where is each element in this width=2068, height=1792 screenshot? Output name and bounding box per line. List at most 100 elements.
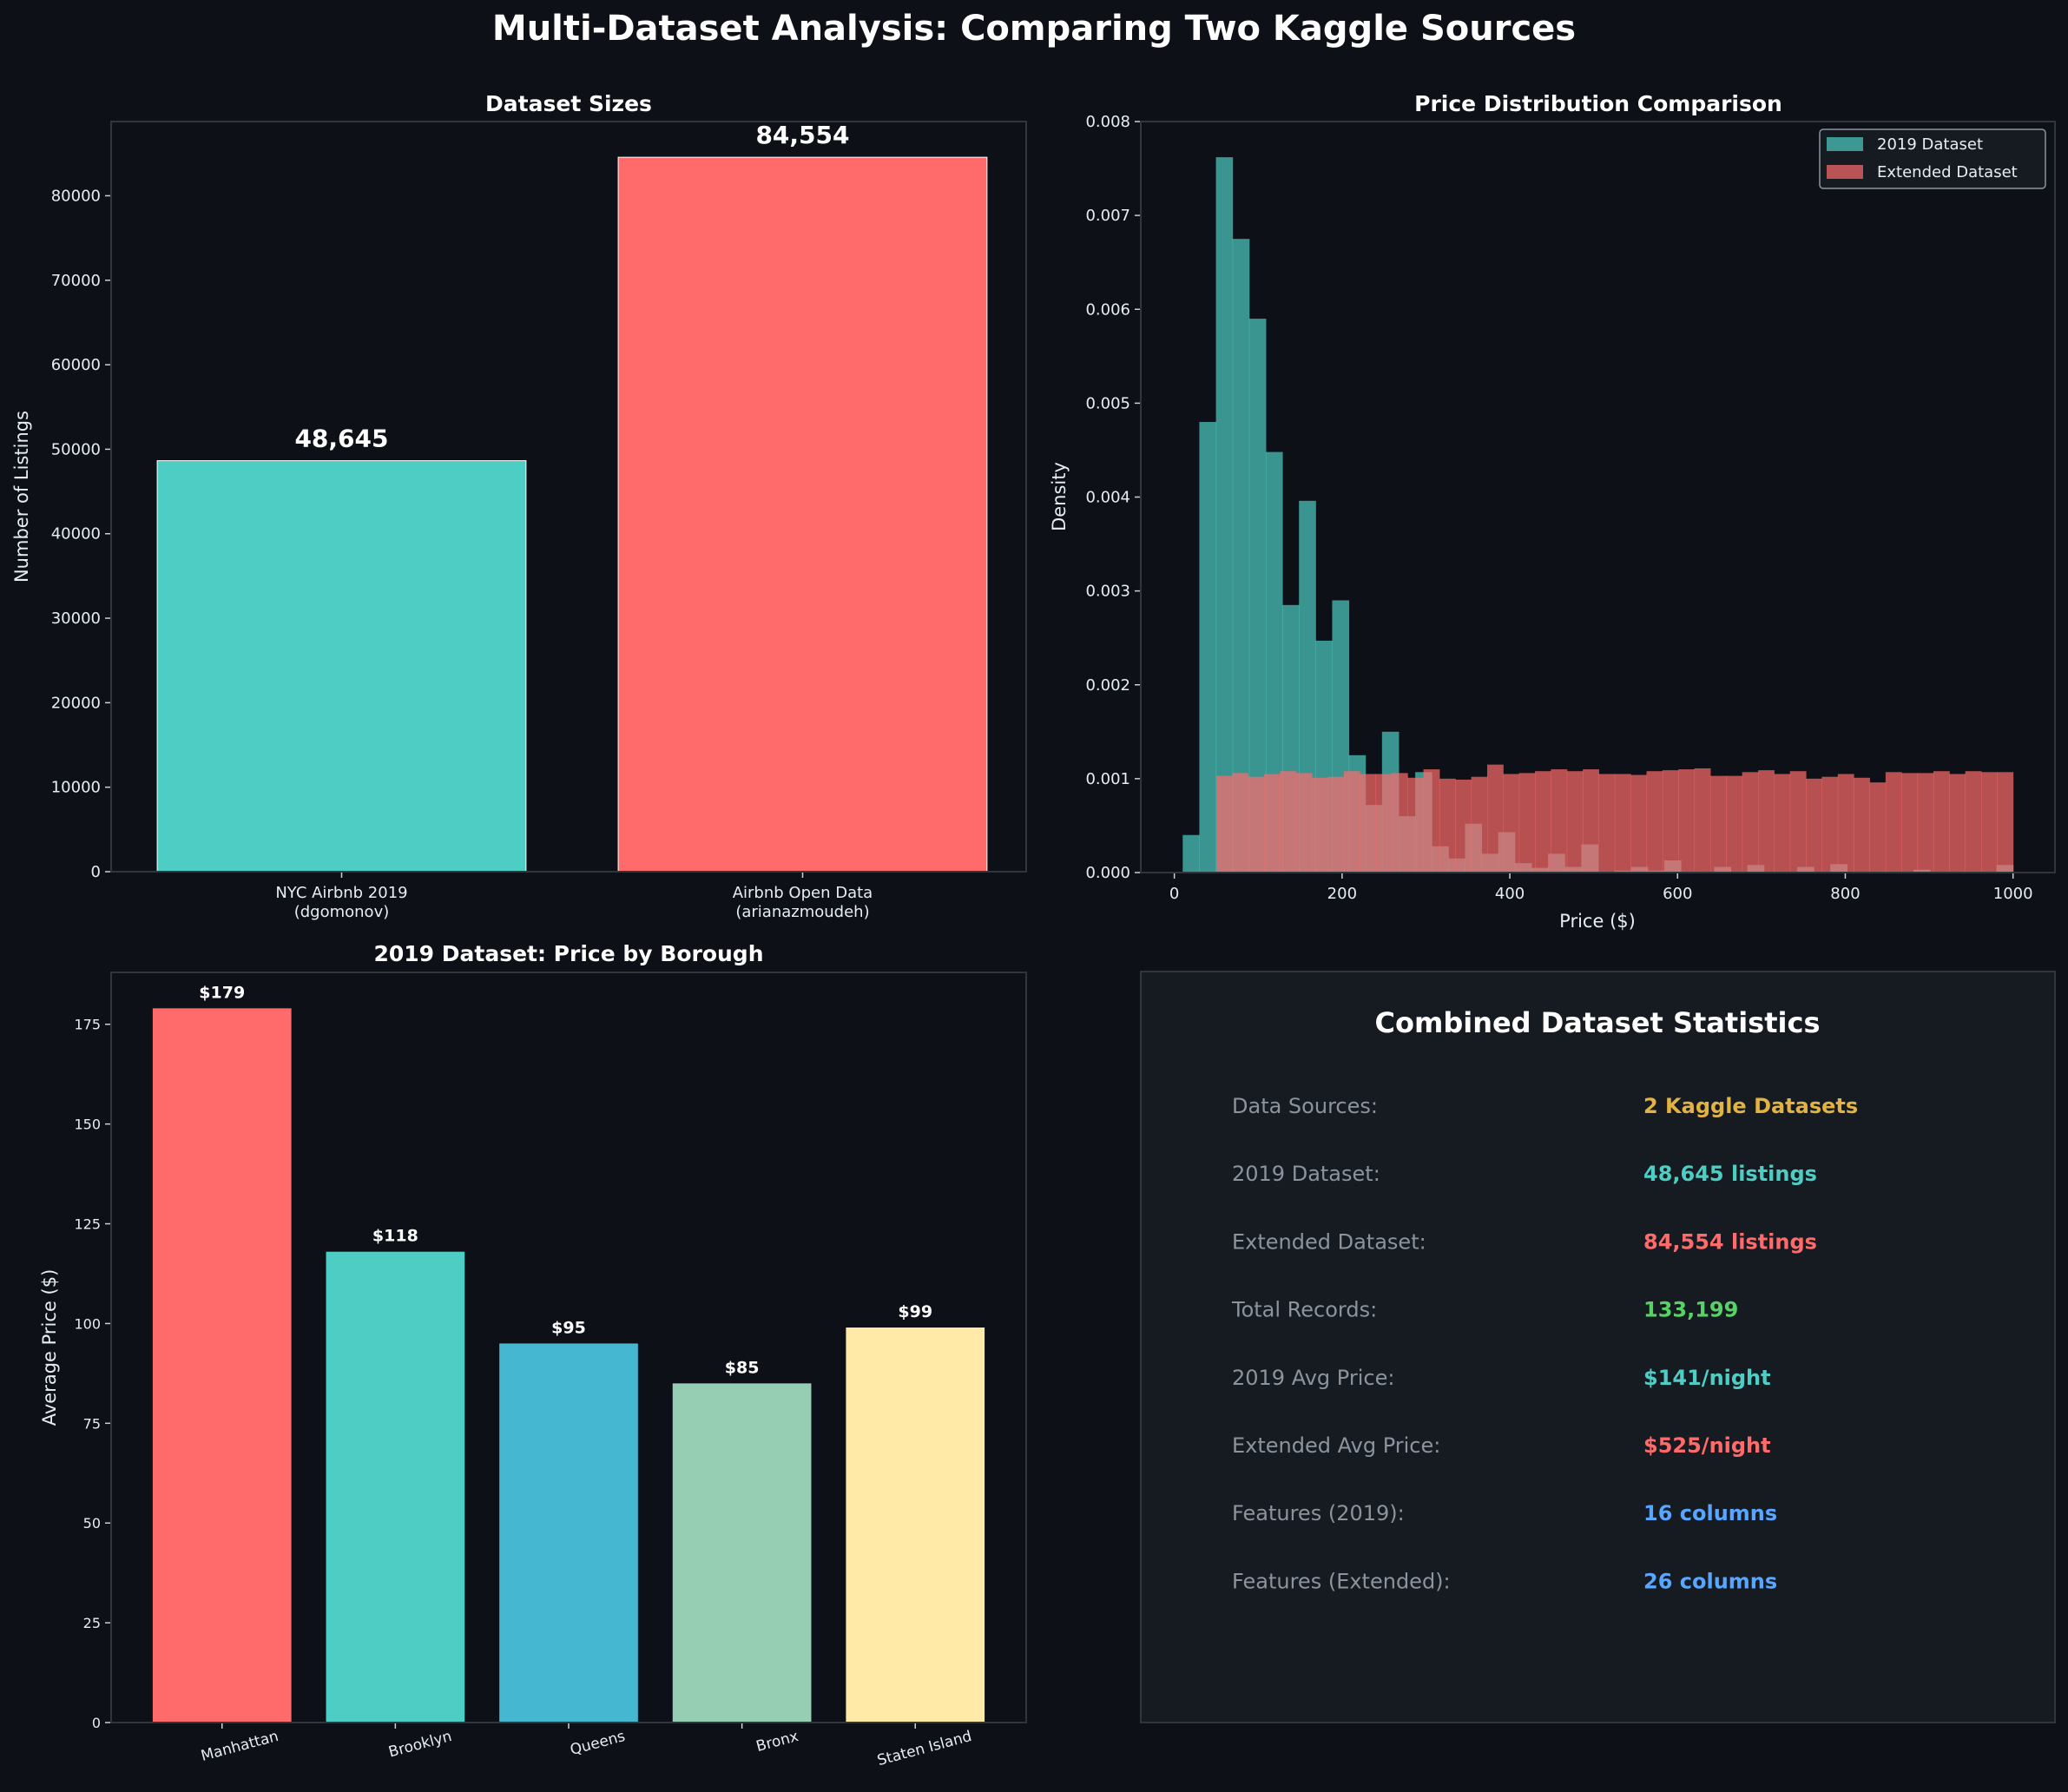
xtick-label: 400 bbox=[1495, 885, 1525, 903]
hist-bar-extended bbox=[1471, 776, 1488, 873]
hist-bar-extended bbox=[1518, 773, 1536, 873]
stat-value: 16 columns bbox=[1643, 1501, 1777, 1525]
borough-value-label: $95 bbox=[551, 1318, 586, 1337]
dataset-sizes-ytick-label: 20000 bbox=[51, 694, 101, 712]
borough-price-ytick-label: 175 bbox=[74, 1017, 101, 1033]
borough-value-label: $118 bbox=[372, 1227, 418, 1246]
borough-price-ytick-label: 50 bbox=[83, 1515, 101, 1532]
borough-bar-0 bbox=[152, 1008, 292, 1723]
stat-label: 2019 Avg Price: bbox=[1232, 1366, 1394, 1390]
hist-bar-extended bbox=[1215, 775, 1233, 873]
hist-bar-extended bbox=[1630, 774, 1648, 873]
hist-bar-extended bbox=[1678, 769, 1696, 873]
price-distribution-ylabel: Density bbox=[1049, 462, 1070, 531]
price-distribution-frame bbox=[1140, 121, 2056, 873]
stat-value: 133,199 bbox=[1643, 1298, 1738, 1322]
dataset-sizes-frame bbox=[110, 121, 1027, 873]
hist-bar-extended bbox=[1439, 778, 1456, 873]
borough-value-label: $85 bbox=[725, 1358, 760, 1377]
dataset-sizes-ytick-label: 0 bbox=[91, 863, 101, 881]
hist-bar-extended bbox=[1806, 778, 1822, 873]
stat-value: 84,554 listings bbox=[1643, 1229, 1817, 1254]
dataset-sizes-ytick-label: 60000 bbox=[51, 356, 101, 374]
hist-bar-extended bbox=[1709, 775, 1727, 873]
stats-panel-box bbox=[1140, 971, 2056, 1723]
stat-label: Features (2019): bbox=[1232, 1501, 1405, 1525]
dataset-sizes-ytick-label: 30000 bbox=[51, 609, 101, 628]
price-distribution-ytick-label: 0.004 bbox=[1085, 489, 1130, 507]
price-distribution-chart: Price Distribution Comparison Density Pr… bbox=[1049, 91, 2056, 932]
price-distribution-ytick-label: 0.007 bbox=[1085, 207, 1130, 225]
hist-bar-extended bbox=[1789, 771, 1807, 873]
borough-price-ytick-label: 150 bbox=[74, 1117, 101, 1133]
borough-price-title: 2019 Dataset: Price by Borough bbox=[373, 941, 763, 966]
price-distribution-ytick-label: 0.001 bbox=[1085, 770, 1130, 788]
hist-bar-extended bbox=[1949, 774, 1966, 873]
hist-bar-extended bbox=[1742, 772, 1759, 873]
hist-bar-2019 bbox=[1265, 451, 1283, 873]
legend-swatch bbox=[1827, 165, 1863, 179]
legend-label: Extended Dataset bbox=[1877, 163, 2018, 181]
stat-label: Features (Extended): bbox=[1232, 1569, 1451, 1593]
borough-bar-3 bbox=[672, 1383, 812, 1723]
xtick-label: (dgomonov) bbox=[294, 903, 390, 921]
stat-label: Extended Dataset: bbox=[1232, 1229, 1426, 1254]
suptitle: Multi-Dataset Analysis: Comparing Two Ka… bbox=[492, 9, 1576, 49]
hist-bar-extended bbox=[1758, 770, 1775, 873]
bar-value-label: 48,645 bbox=[294, 425, 388, 453]
dataset-sizes-ytick-label: 70000 bbox=[51, 272, 101, 290]
stat-value: 2 Kaggle Datasets bbox=[1643, 1094, 1858, 1118]
hist-bar-extended bbox=[1535, 771, 1551, 873]
hist-bar-extended bbox=[1503, 774, 1520, 873]
hist-bar-extended bbox=[1248, 776, 1265, 873]
stat-label: Extended Avg Price: bbox=[1232, 1433, 1440, 1458]
borough-price-ytick-label: 125 bbox=[74, 1216, 101, 1233]
borough-price-ytick-label: 0 bbox=[92, 1715, 101, 1731]
stat-label: 2019 Dataset: bbox=[1232, 1162, 1380, 1186]
borough-value-label: $99 bbox=[898, 1302, 932, 1321]
price-distribution-ytick-label: 0.000 bbox=[1085, 864, 1130, 882]
hist-bar-extended bbox=[1726, 775, 1743, 873]
legend-swatch bbox=[1827, 137, 1863, 151]
borough-bar-1 bbox=[326, 1251, 465, 1723]
hist-bar-extended bbox=[1662, 770, 1679, 873]
hist-bar-extended bbox=[1455, 779, 1472, 873]
hist-bar-extended bbox=[1295, 773, 1313, 873]
hist-bar-extended bbox=[1566, 771, 1584, 873]
hist-bar-extended bbox=[1933, 771, 1950, 873]
bar-value-label: 84,554 bbox=[755, 121, 849, 149]
hist-bar-2019 bbox=[1232, 239, 1250, 873]
hist-bar-extended bbox=[1486, 764, 1504, 873]
borough-bar-4 bbox=[846, 1328, 985, 1723]
xtick-label: NYC Airbnb 2019 bbox=[275, 884, 407, 902]
hist-bar-extended bbox=[1583, 769, 1599, 873]
borough-price-ylabel: Average Price ($) bbox=[39, 1269, 60, 1426]
hist-bar-extended bbox=[1614, 774, 1631, 873]
hist-bar-extended bbox=[1837, 774, 1854, 873]
hist-bar-2019 bbox=[1248, 319, 1267, 873]
xtick-label: Airbnb Open Data bbox=[733, 884, 873, 902]
dataset-sizes-title: Dataset Sizes bbox=[485, 91, 652, 116]
hist-bar-extended bbox=[1327, 776, 1345, 873]
legend-box bbox=[1819, 128, 2046, 189]
xtick-label: 800 bbox=[1830, 885, 1860, 903]
xtick-label: (arianazmoudeh) bbox=[735, 903, 869, 921]
borough-price-chart: 2019 Dataset: Price by Borough Average P… bbox=[39, 941, 1027, 1769]
stat-value: 26 columns bbox=[1643, 1569, 1777, 1593]
hist-bar-2019 bbox=[1182, 834, 1200, 873]
hist-bar-extended bbox=[1391, 773, 1408, 873]
price-distribution-ytick-label: 0.008 bbox=[1085, 113, 1130, 131]
hist-bar-extended bbox=[1312, 777, 1328, 873]
xtick-label: 200 bbox=[1327, 885, 1357, 903]
hist-bar-extended bbox=[1407, 777, 1425, 873]
hist-bar-extended bbox=[1232, 773, 1249, 873]
dataset-sizes-ytick-label: 40000 bbox=[51, 525, 101, 544]
hist-bar-extended bbox=[1997, 772, 2014, 873]
hist-bar-extended bbox=[1646, 771, 1663, 873]
price-distribution-xlabel: Price ($) bbox=[1559, 911, 1636, 932]
hist-bar-extended bbox=[1980, 772, 1998, 873]
price-distribution-ytick-label: 0.005 bbox=[1085, 394, 1130, 412]
borough-price-ytick-label: 75 bbox=[83, 1415, 101, 1432]
stat-value: $525/night bbox=[1643, 1433, 1771, 1458]
borough-value-label: $179 bbox=[199, 983, 245, 1002]
